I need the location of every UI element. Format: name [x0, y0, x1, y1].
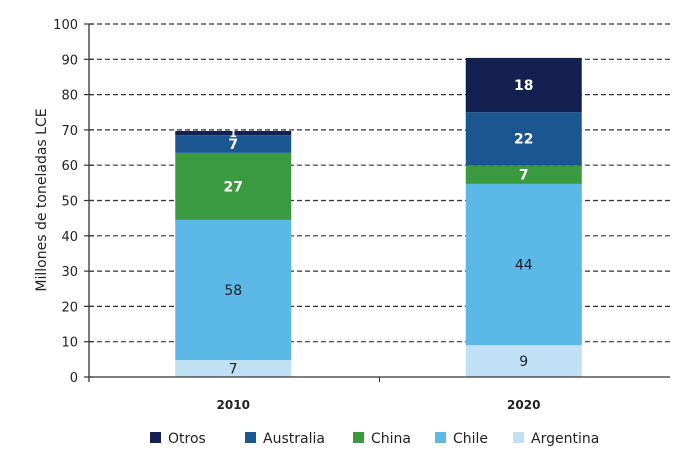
legend-swatch-chile: [435, 432, 446, 443]
bar-segment-australia: [465, 112, 582, 166]
y-axis-label: Millones de toneladas LCE: [34, 108, 50, 291]
bar-segment-chile: [175, 219, 292, 361]
data-label: 27: [224, 179, 243, 195]
legend-swatch-argentina: [513, 432, 524, 443]
y-tick-label: 80: [61, 89, 78, 104]
legend-swatch-australia: [245, 432, 256, 443]
data-label: 18: [514, 78, 533, 94]
legend-swatch-china: [353, 432, 364, 443]
data-label: 44: [515, 258, 533, 274]
x-tick-label: 2010: [217, 398, 250, 412]
y-tick-label: 20: [61, 300, 78, 315]
bar-segment-argentina: [175, 360, 292, 377]
data-label: 1: [229, 127, 237, 140]
legend-swatch-otros: [150, 432, 161, 443]
legend-label: Otros: [168, 431, 206, 447]
bar-segment-china: [175, 152, 292, 220]
y-tick-label: 10: [61, 336, 78, 351]
bar-segment-australia: [175, 135, 292, 153]
y-tick-label: 90: [61, 53, 78, 68]
legend-label: China: [371, 431, 411, 447]
y-tick-label: 50: [61, 195, 78, 210]
y-tick-label: 40: [61, 230, 78, 245]
bar-segment-china: [465, 165, 582, 184]
bar-segment-otros: [175, 130, 292, 136]
y-tick-label: 100: [53, 18, 78, 33]
bar-segment-chile: [465, 183, 582, 346]
y-tick-label: 0: [70, 371, 78, 386]
y-tick-label: 70: [61, 124, 78, 139]
x-tick-label: 2020: [507, 398, 540, 412]
y-tick-label: 60: [61, 159, 78, 174]
data-label: 22: [514, 132, 533, 148]
data-label: 9: [519, 354, 528, 370]
data-label: 58: [224, 283, 242, 299]
legend-label: Australia: [263, 431, 325, 447]
bar-segment-otros: [465, 57, 582, 113]
legend-label: Chile: [453, 431, 488, 447]
data-label: 7: [519, 168, 529, 184]
legend-label: Argentina: [531, 431, 599, 447]
data-label: 7: [228, 137, 238, 153]
data-label: 7: [229, 362, 238, 378]
bar-segment-argentina: [465, 345, 582, 377]
y-tick-label: 30: [61, 265, 78, 280]
